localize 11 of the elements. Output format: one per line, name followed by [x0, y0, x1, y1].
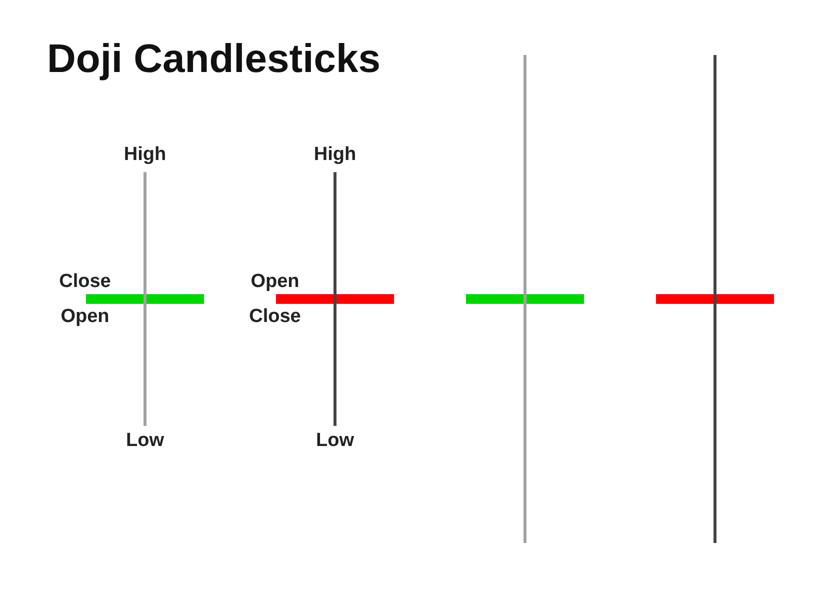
- candlestick: [466, 55, 584, 543]
- annotation: High: [124, 144, 166, 166]
- annotation: Close: [59, 271, 111, 292]
- candlestick: [656, 55, 774, 543]
- annotation: Low: [316, 430, 354, 451]
- annotation: Open: [250, 271, 300, 292]
- annotation: Close: [249, 306, 301, 327]
- annotation: High: [314, 144, 356, 166]
- annotation: Open: [60, 306, 110, 327]
- annotation: Low: [126, 430, 164, 451]
- chart-title: Doji Candlesticks: [47, 37, 380, 81]
